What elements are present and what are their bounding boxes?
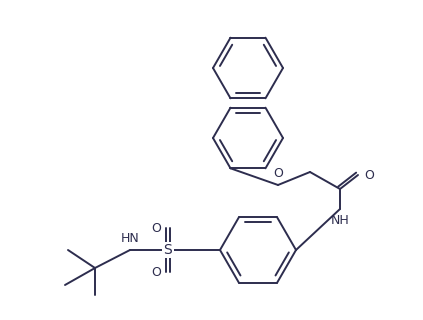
- Text: O: O: [273, 167, 283, 180]
- Text: S: S: [164, 243, 173, 257]
- Text: O: O: [151, 266, 161, 278]
- Text: NH: NH: [331, 214, 349, 227]
- Text: O: O: [151, 221, 161, 235]
- Text: O: O: [364, 169, 374, 181]
- Text: HN: HN: [121, 232, 139, 245]
